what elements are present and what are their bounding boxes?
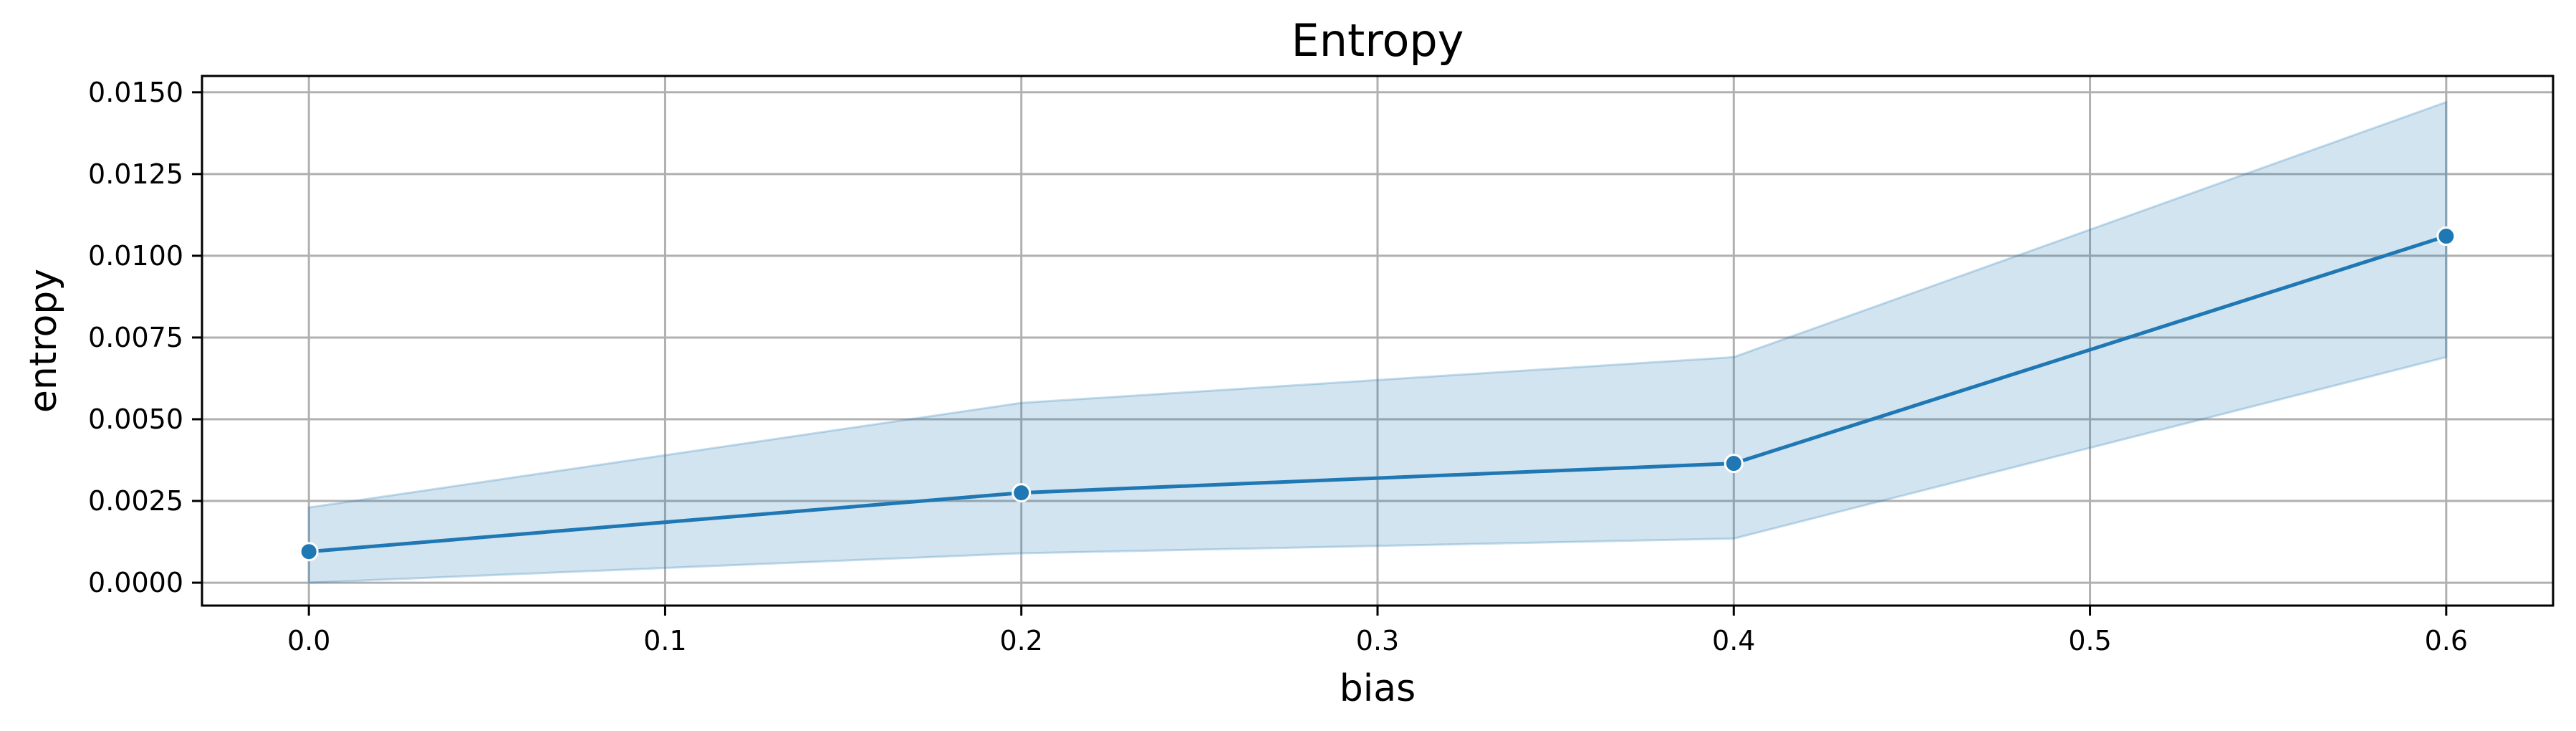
x-axis-ticks: 0.0 0.1 0.2 0.3 0.4 0.5 0.6	[287, 606, 2468, 656]
confidence-band	[307, 100, 2448, 584]
x-tick-label: 0.4	[1712, 625, 1755, 656]
y-tick-label: 0.0000	[88, 567, 183, 598]
data-points-layer	[299, 226, 2456, 562]
y-axis-ticks: 0.0000 0.0025 0.0050 0.0075 0.0100 0.0125 0.01…	[88, 77, 202, 598]
data-point	[1011, 483, 1032, 503]
y-tick-label: 0.0050	[88, 403, 183, 435]
x-tick-label: 0.6	[2425, 625, 2468, 656]
confidence-band-layer	[307, 100, 2448, 584]
data-point	[1724, 454, 1744, 474]
y-tick-label: 0.0025	[88, 485, 183, 517]
y-tick-label: 0.0100	[88, 240, 183, 272]
x-axis-label: bias	[1340, 667, 1416, 710]
y-tick-label: 0.0150	[88, 77, 183, 108]
x-tick-label: 0.1	[643, 625, 686, 656]
y-tick-label: 0.0125	[88, 158, 183, 190]
data-point	[2436, 226, 2456, 247]
chart-title: Entropy	[1292, 14, 1464, 67]
y-axis-label: entropy	[22, 269, 65, 413]
x-tick-label: 0.3	[1356, 625, 1399, 656]
x-tick-label: 0.2	[1000, 625, 1043, 656]
y-tick-label: 0.0075	[88, 322, 183, 353]
x-tick-label: 0.0	[287, 625, 330, 656]
x-tick-label: 0.5	[2068, 625, 2111, 656]
series-line-layer	[308, 234, 2447, 554]
series-line	[308, 234, 2447, 554]
data-point	[299, 542, 319, 562]
grid-lines	[202, 76, 2553, 606]
